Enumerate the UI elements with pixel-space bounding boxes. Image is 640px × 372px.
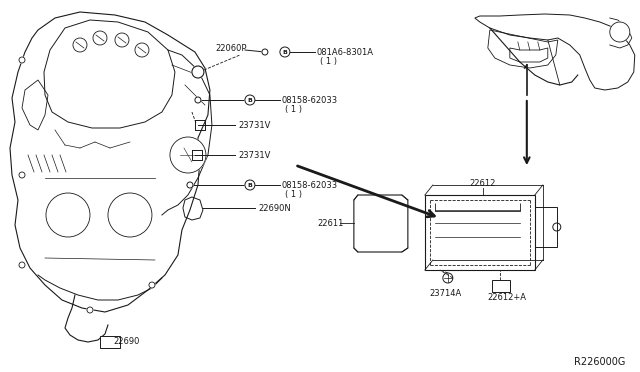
- Circle shape: [280, 47, 290, 57]
- Text: 22611: 22611: [318, 218, 344, 228]
- Circle shape: [108, 193, 152, 237]
- Circle shape: [19, 262, 25, 268]
- Circle shape: [553, 223, 561, 231]
- Circle shape: [262, 49, 268, 55]
- Text: 23731V: 23731V: [238, 121, 270, 129]
- Bar: [492, 280, 510, 292]
- Text: 08158-62033: 08158-62033: [282, 180, 338, 189]
- Circle shape: [195, 97, 201, 103]
- Text: 22612+A: 22612+A: [488, 294, 527, 302]
- Circle shape: [245, 180, 255, 190]
- Text: 22690N: 22690N: [258, 203, 291, 212]
- Circle shape: [245, 95, 255, 105]
- Circle shape: [115, 33, 129, 47]
- Circle shape: [187, 182, 193, 188]
- Circle shape: [610, 22, 630, 42]
- Text: B: B: [248, 183, 252, 187]
- Bar: [100, 336, 120, 348]
- Text: B: B: [282, 49, 287, 55]
- Text: 23714A: 23714A: [430, 289, 462, 298]
- Text: R226000G: R226000G: [574, 357, 625, 367]
- Circle shape: [73, 38, 87, 52]
- Circle shape: [443, 273, 453, 283]
- Text: ( 1 ): ( 1 ): [285, 105, 302, 113]
- Text: 081A6-8301A: 081A6-8301A: [317, 48, 374, 57]
- Text: ( 1 ): ( 1 ): [320, 57, 337, 65]
- Text: ( 1 ): ( 1 ): [285, 189, 302, 199]
- Circle shape: [149, 282, 155, 288]
- Circle shape: [46, 193, 90, 237]
- Text: B: B: [248, 97, 252, 103]
- Circle shape: [135, 43, 149, 57]
- Text: 22690: 22690: [113, 337, 140, 346]
- Circle shape: [19, 172, 25, 178]
- Circle shape: [170, 137, 206, 173]
- Circle shape: [87, 307, 93, 313]
- Text: 23731V: 23731V: [238, 151, 270, 160]
- Text: 08158-62033: 08158-62033: [282, 96, 338, 105]
- Circle shape: [19, 57, 25, 63]
- Circle shape: [93, 31, 107, 45]
- Text: 22612: 22612: [470, 179, 496, 187]
- Circle shape: [192, 66, 204, 78]
- Text: 22060P: 22060P: [215, 44, 246, 52]
